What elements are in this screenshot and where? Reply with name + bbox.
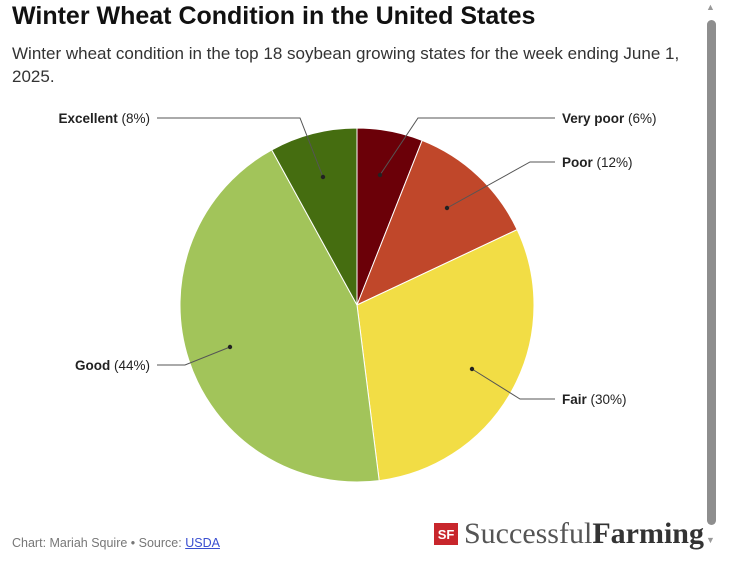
chart-credit: Chart: Mariah Squire • Source: USDA [12, 536, 220, 550]
leader-line-fair [471, 368, 555, 400]
dot-fair [469, 366, 475, 372]
leader-line-good [157, 346, 231, 366]
pie-slice-poor [356, 139, 518, 306]
chart-subtitle: Winter wheat condition in the top 18 soy… [12, 44, 680, 86]
dot-good [227, 344, 233, 350]
dot-poor [444, 205, 450, 211]
label-poor: Poor (12%) [562, 155, 633, 170]
dot-very-poor [377, 172, 383, 178]
leader-line-excellent [157, 117, 324, 178]
pie-slice-fair [356, 228, 535, 482]
pie-slice-good [179, 149, 380, 483]
logo-mark: SF [434, 523, 458, 545]
scroll-down-arrow[interactable]: ▼ [706, 535, 715, 545]
chart-title: Winter Wheat Condition in the United Sta… [12, 2, 536, 30]
label-fair: Fair (30%) [562, 392, 627, 407]
pie-slice-excellent [271, 127, 358, 306]
dot-excellent [320, 174, 326, 180]
leader-line-very-poor [379, 117, 555, 176]
label-good: Good (44%) [75, 358, 150, 373]
scroll-up-arrow[interactable]: ▲ [706, 2, 715, 12]
source-link[interactable]: USDA [185, 536, 220, 550]
successful-farming-logo: SF Successful Farming [434, 517, 704, 551]
label-excellent: Excellent (8%) [58, 111, 150, 126]
scrollbar-thumb[interactable] [707, 20, 716, 525]
label-very-poor: Very poor (6%) [562, 111, 657, 126]
leader-line-poor [446, 161, 555, 209]
